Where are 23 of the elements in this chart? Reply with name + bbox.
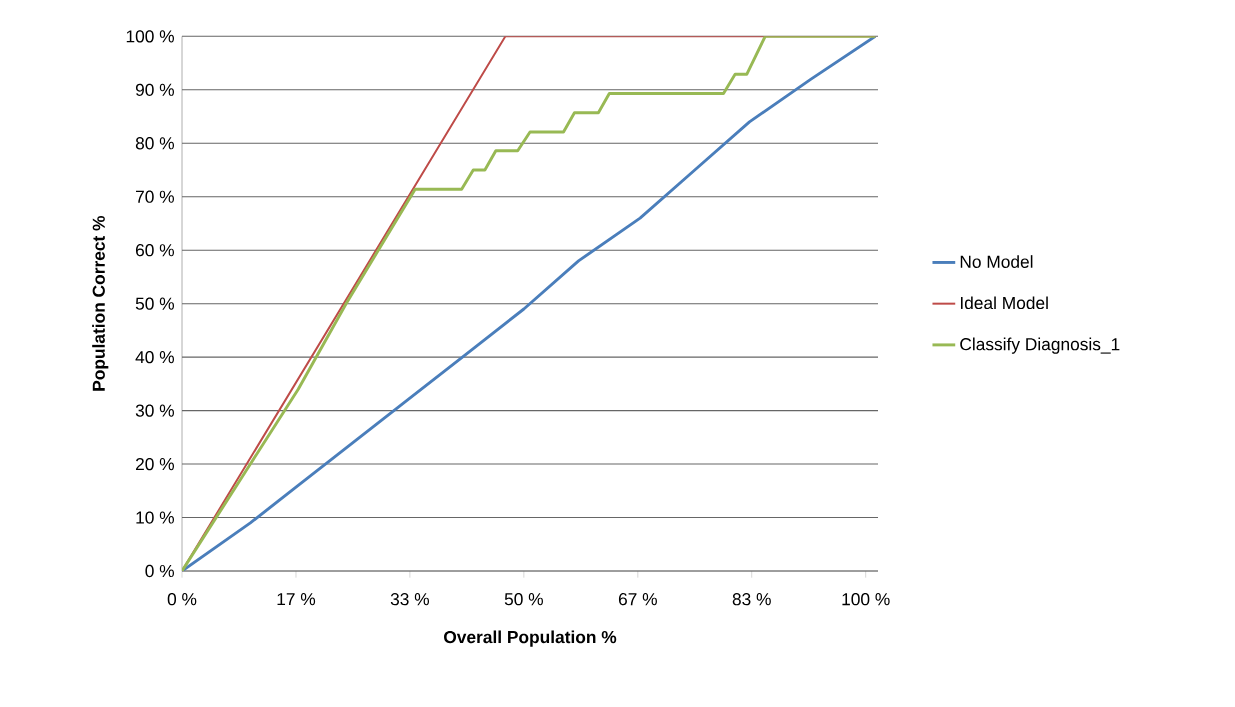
- y-tick-label: 10 %: [136, 511, 174, 524]
- x-tick-label: 83 %: [732, 593, 771, 606]
- y-tick-label: 100 %: [126, 30, 174, 43]
- legend-label: Ideal Model: [960, 296, 1048, 310]
- y-tick-label: 20 %: [135, 457, 174, 471]
- x-tick-label: 0 %: [167, 593, 197, 606]
- x-tick-label: 50 %: [504, 593, 543, 606]
- x-tick-label: 100 %: [842, 593, 890, 606]
- y-tick-label: 30 %: [135, 404, 174, 417]
- x-tick-label: 67 %: [618, 593, 657, 606]
- x-tick-label: 33 %: [390, 593, 430, 606]
- x-tick-label: 17 %: [277, 593, 316, 606]
- x-axis-title: Overall Population %: [444, 630, 617, 647]
- y-tick-label: 0 %: [145, 564, 174, 578]
- y-tick-label: 70 %: [136, 190, 174, 203]
- y-tick-label: 60 %: [135, 244, 174, 257]
- y-axis-title: Population Correct %: [92, 216, 109, 391]
- legend-label: Classify Diagnosis_1: [960, 337, 1120, 354]
- y-tick-label: 90 %: [135, 83, 174, 96]
- y-tick-label: 40 %: [135, 350, 174, 364]
- y-tick-label: 80 %: [135, 137, 174, 150]
- y-tick-label: 50 %: [135, 297, 174, 310]
- legend-label: No Model: [960, 255, 1033, 268]
